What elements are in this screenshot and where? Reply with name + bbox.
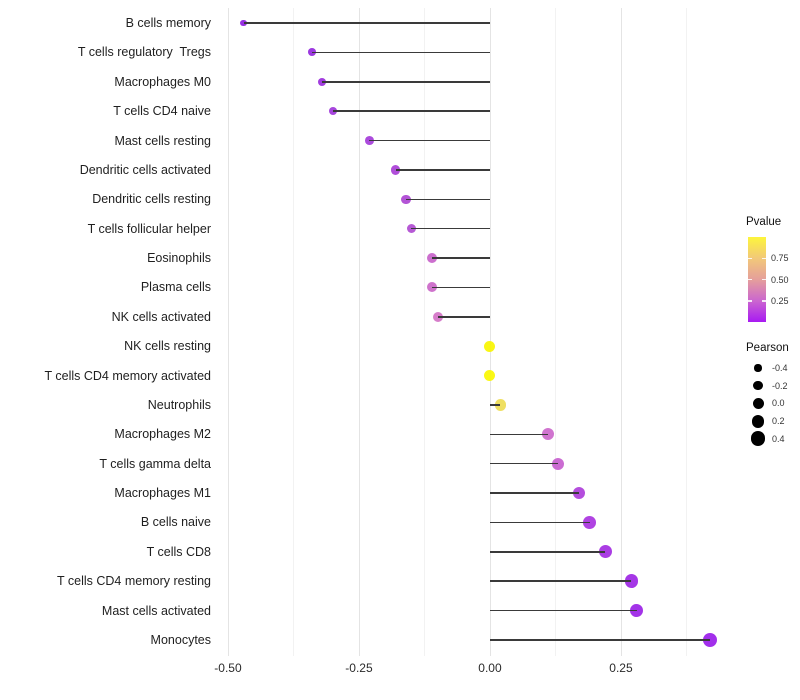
x-axis-tick-label: 0.00	[478, 661, 502, 675]
lollipop-dot	[406, 223, 417, 234]
lollipop-dot	[572, 486, 586, 500]
pvalue-gradient-bar	[748, 237, 766, 322]
lollipop-dot	[484, 370, 496, 382]
lollipop-dot	[401, 194, 411, 205]
lollipop-stick	[432, 286, 490, 289]
pearson-legend-label: 0.0	[772, 398, 785, 409]
pearson-legend-dot	[754, 364, 762, 372]
lollipop-dot	[427, 253, 438, 264]
lollipop-dot	[427, 282, 438, 293]
pvalue-gradient-tick	[762, 278, 766, 281]
y-axis-label: Dendritic cells resting	[92, 192, 211, 207]
y-axis-label: Dendritic cells activated	[79, 162, 211, 177]
pearson-legend-label: -0.2	[772, 380, 788, 391]
y-axis-label: Eosinophils	[147, 251, 211, 266]
y-axis-label: Mast cells activated	[101, 603, 211, 618]
pvalue-gradient-tick	[762, 257, 766, 259]
lollipop-stick	[406, 198, 490, 201]
y-axis-label: T cells regulatory Tregs	[77, 45, 211, 60]
pearson-legend-dot	[753, 381, 763, 391]
pearson-legend-dot	[750, 431, 766, 447]
gridline-major	[489, 8, 491, 656]
lollipop-stick	[322, 81, 490, 83]
y-axis-label: B cells memory	[125, 16, 211, 30]
lollipop-stick	[411, 227, 490, 230]
lollipop-dot	[551, 457, 565, 470]
pearson-legend-label: 0.4	[772, 433, 785, 444]
lollipop-stick	[489, 462, 559, 465]
y-axis-label: T cells follicular helper	[87, 221, 211, 236]
y-axis-label: Macrophages M2	[114, 427, 211, 442]
lollipop-stick	[369, 139, 490, 142]
plot-panel	[218, 8, 735, 656]
pvalue-tick-label: 0.75	[771, 253, 789, 264]
lollipop-stick	[489, 492, 580, 494]
pvalue-gradient-tick	[748, 278, 752, 281]
y-axis-label: Macrophages M1	[114, 486, 211, 501]
pvalue-gradient-tick	[762, 300, 766, 302]
lollipop-dot	[541, 428, 554, 441]
gridline-major	[227, 8, 229, 656]
lollipop-stick	[489, 404, 501, 406]
pvalue-gradient-tick	[748, 257, 752, 259]
lollipop-stick	[395, 169, 490, 171]
gridline-minor	[555, 8, 557, 656]
y-axis-label: T cells CD4 naive	[113, 104, 211, 119]
lollipop-dot	[629, 603, 644, 618]
pearson-legend-title: Pearson	[746, 342, 789, 354]
lollipop-stick	[489, 639, 711, 641]
lollipop-dot	[598, 545, 612, 559]
lollipop-dot	[484, 340, 496, 352]
lollipop-stick	[437, 316, 490, 318]
lollipop-stick	[432, 257, 490, 259]
x-axis-tick-label: 0.25	[609, 661, 633, 675]
lollipop-dot	[583, 516, 596, 529]
y-axis-label: Monocytes	[150, 633, 211, 647]
lollipop-stick	[489, 521, 590, 524]
lollipop-stick	[489, 551, 606, 553]
pearson-legend-dot	[752, 397, 764, 409]
pvalue-gradient-tick	[748, 300, 752, 302]
pearson-legend-label: -0.4	[772, 363, 788, 373]
lollipop-stick	[489, 580, 632, 582]
y-axis-label: Plasma cells	[140, 280, 211, 295]
pvalue-tick-label: 0.25	[771, 295, 789, 306]
lollipop-stick	[311, 51, 490, 54]
lollipop-dot	[624, 574, 639, 588]
pvalue-legend-title: Pvalue	[746, 216, 782, 228]
lollipop-dot	[494, 399, 507, 411]
lollipop-stick	[332, 110, 490, 112]
x-axis-tick-label: -0.50	[214, 661, 242, 675]
gridline-major	[620, 8, 622, 656]
y-axis-label: T cells CD4 memory resting	[57, 574, 211, 589]
y-axis-label: T cells CD8	[146, 544, 211, 559]
lollipop-stick	[243, 22, 490, 24]
x-axis-tick-label: -0.25	[345, 661, 373, 675]
gridline-minor	[686, 8, 688, 656]
gridline-minor	[293, 8, 295, 656]
pearson-legend-dot	[751, 414, 765, 428]
gridline-minor	[424, 8, 426, 656]
y-axis-label: Macrophages M0	[114, 74, 211, 89]
y-axis-label: B cells naive	[140, 515, 211, 530]
lollipop-stick	[489, 609, 637, 612]
y-axis-label: NK cells resting	[124, 339, 211, 354]
y-axis-label: T cells gamma delta	[99, 456, 211, 471]
pvalue-tick-label: 0.50	[771, 274, 789, 285]
y-axis-label: Neutrophils	[147, 397, 211, 412]
lollipop-dot	[318, 77, 327, 86]
lollipop-stick	[489, 433, 548, 436]
pearson-legend-label: 0.2	[772, 416, 785, 427]
lollipop-dot	[240, 19, 247, 27]
y-axis-label: Mast cells resting	[114, 133, 211, 148]
gridline-major	[358, 8, 360, 656]
lollipop-dot	[432, 311, 443, 322]
lollipop-dot	[328, 107, 337, 116]
y-axis-label: T cells CD4 memory activated	[44, 368, 212, 383]
y-axis-label: NK cells activated	[111, 309, 211, 324]
lollipop-dot	[390, 165, 401, 175]
